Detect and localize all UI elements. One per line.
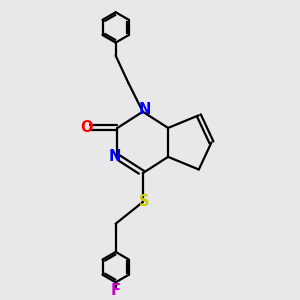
Text: S: S	[139, 194, 149, 209]
Text: F: F	[111, 283, 121, 298]
Text: O: O	[80, 120, 93, 135]
Text: N: N	[108, 148, 121, 164]
Text: N: N	[138, 102, 151, 117]
